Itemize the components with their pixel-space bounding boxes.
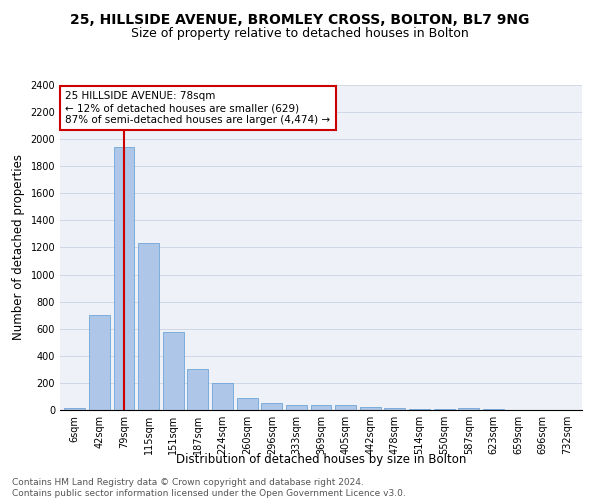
- Bar: [163, 332, 184, 410]
- Bar: [64, 408, 85, 410]
- Bar: [236, 398, 257, 410]
- Bar: [458, 408, 479, 410]
- Y-axis label: Number of detached properties: Number of detached properties: [12, 154, 25, 340]
- Bar: [335, 406, 356, 410]
- Bar: [187, 368, 208, 410]
- Bar: [138, 244, 159, 410]
- Bar: [286, 406, 307, 410]
- Text: Size of property relative to detached houses in Bolton: Size of property relative to detached ho…: [131, 28, 469, 40]
- Bar: [409, 408, 430, 410]
- Bar: [360, 408, 381, 410]
- Text: 25, HILLSIDE AVENUE, BROMLEY CROSS, BOLTON, BL7 9NG: 25, HILLSIDE AVENUE, BROMLEY CROSS, BOLT…: [70, 12, 530, 26]
- Text: Contains HM Land Registry data © Crown copyright and database right 2024.
Contai: Contains HM Land Registry data © Crown c…: [12, 478, 406, 498]
- Bar: [212, 383, 233, 410]
- Bar: [89, 315, 110, 410]
- Text: Distribution of detached houses by size in Bolton: Distribution of detached houses by size …: [176, 452, 466, 466]
- Text: 25 HILLSIDE AVENUE: 78sqm
← 12% of detached houses are smaller (629)
87% of semi: 25 HILLSIDE AVENUE: 78sqm ← 12% of detac…: [65, 92, 331, 124]
- Bar: [261, 403, 282, 410]
- Bar: [113, 148, 134, 410]
- Bar: [385, 408, 406, 410]
- Bar: [311, 406, 331, 410]
